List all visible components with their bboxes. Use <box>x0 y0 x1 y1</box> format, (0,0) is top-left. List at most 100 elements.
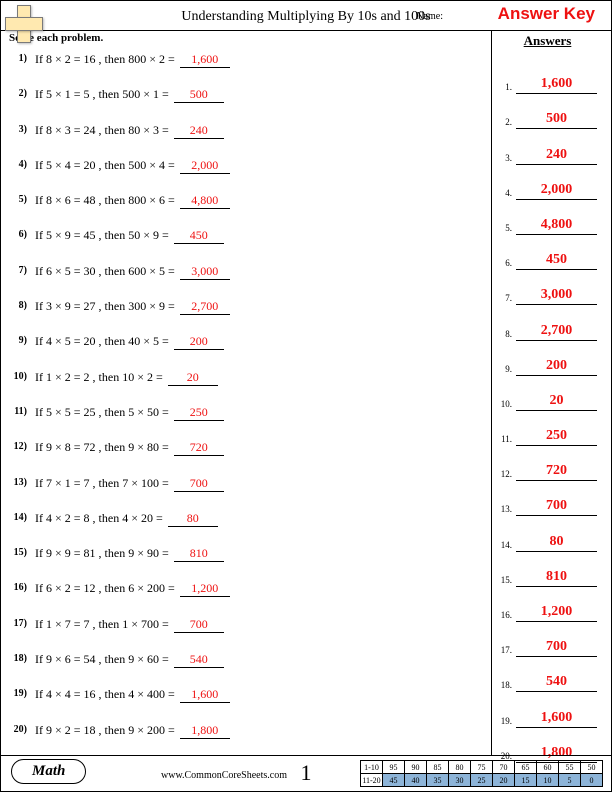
problem-number: 4) <box>9 157 29 170</box>
answer-number: 17. <box>496 645 512 655</box>
problem-answer-blank: 1,800 <box>180 723 230 739</box>
problem-number: 17) <box>9 616 29 629</box>
answer-number: 5. <box>496 223 512 233</box>
answer-value: 240 <box>516 147 597 165</box>
problem-answer-blank: 250 <box>174 405 224 421</box>
problem-answer-blank: 1,600 <box>180 52 230 68</box>
problem-answer-blank: 2,700 <box>180 299 230 315</box>
problem-row: 19)If 4 × 4 = 16 , then 4 × 400 = 1,600 <box>9 686 483 721</box>
problem-text: If 6 × 5 = 30 , then 600 × 5 = 3,000 <box>29 263 230 280</box>
answer-value: 3,000 <box>516 287 597 305</box>
answer-value: 80 <box>516 534 597 552</box>
problem-text: If 9 × 6 = 54 , then 9 × 60 = 540 <box>29 651 224 668</box>
score-row-label: 11-20 <box>361 774 383 787</box>
answer-value: 1,600 <box>516 76 597 94</box>
answer-number: 10. <box>496 399 512 409</box>
problem-number: 9) <box>9 333 29 346</box>
answer-row: 12. 720 <box>492 450 603 485</box>
problem-row: 8)If 3 × 9 = 27 , then 300 × 9 = 2,700 <box>9 298 483 333</box>
problem-text: If 8 × 3 = 24 , then 80 × 3 = 240 <box>29 122 224 139</box>
problem-text: If 5 × 4 = 20 , then 500 × 4 = 2,000 <box>29 157 230 174</box>
problem-text: If 6 × 2 = 12 , then 6 × 200 = 1,200 <box>29 580 230 597</box>
problem-number: 20) <box>9 722 29 735</box>
answer-row: 15. 810 <box>492 556 603 591</box>
problem-number: 16) <box>9 580 29 593</box>
plus-icon <box>5 5 41 41</box>
answer-number: 15. <box>496 575 512 585</box>
problem-text: If 9 × 8 = 72 , then 9 × 80 = 720 <box>29 439 224 456</box>
problem-number: 7) <box>9 263 29 276</box>
answers-heading: Answers <box>492 33 603 49</box>
answer-number: 14. <box>496 540 512 550</box>
answer-row: 18.540 <box>492 661 603 696</box>
answer-number: 19. <box>496 716 512 726</box>
problem-row: 15)If 9 × 9 = 81 , then 9 × 90 = 810 <box>9 545 483 580</box>
problem-text: If 8 × 2 = 16 , then 800 × 2 = 1,600 <box>29 51 230 68</box>
answer-row: 9.200 <box>492 345 603 380</box>
answer-value: 20 <box>516 393 597 411</box>
answer-value: 1,200 <box>516 604 597 622</box>
score-grid: 1-10 95 90 85 80 75 70 65 60 55 50 11-20… <box>360 760 603 787</box>
answer-number: 6. <box>496 258 512 268</box>
answer-row: 3.240 <box>492 133 603 168</box>
answer-row: 10.20 <box>492 380 603 415</box>
problem-text: If 5 × 1 = 5 , then 500 × 1 = 500 <box>29 86 224 103</box>
answer-number: 7. <box>496 293 512 303</box>
page-number: 1 <box>301 760 312 786</box>
problem-row: 9)If 4 × 5 = 20 , then 40 × 5 = 200 <box>9 333 483 368</box>
problem-number: 14) <box>9 510 29 523</box>
answer-row: 1.1,600 <box>492 63 603 98</box>
problem-row: 7)If 6 × 5 = 30 , then 600 × 5 = 3,000 <box>9 263 483 298</box>
answers-column: Answers 1.1,6002.5003.2404.2,0005.4,8006… <box>491 31 603 755</box>
problem-answer-blank: 3,000 <box>180 264 230 280</box>
problem-number: 6) <box>9 227 29 240</box>
problem-text: If 1 × 7 = 7 , then 1 × 700 = 700 <box>29 616 224 633</box>
answer-row: 19.1,600 <box>492 696 603 731</box>
problem-text: If 4 × 4 = 16 , then 4 × 400 = 1,600 <box>29 686 230 703</box>
problem-text: If 4 × 5 = 20 , then 40 × 5 = 200 <box>29 333 224 350</box>
problem-answer-blank: 540 <box>174 652 224 668</box>
problem-answer-blank: 500 <box>174 87 224 103</box>
answer-number: 8. <box>496 329 512 339</box>
problem-answer-blank: 200 <box>174 334 224 350</box>
answer-value: 450 <box>516 252 597 270</box>
answer-value: 810 <box>516 569 597 587</box>
problem-number: 3) <box>9 122 29 135</box>
problem-answer-blank: 450 <box>174 228 224 244</box>
problem-row: 12)If 9 × 8 = 72 , then 9 × 80 = 720 <box>9 439 483 474</box>
score-row-label: 1-10 <box>361 761 383 774</box>
problem-answer-blank: 4,800 <box>180 193 230 209</box>
problem-number: 1) <box>9 51 29 64</box>
answer-row: 7. 3,000 <box>492 274 603 309</box>
problem-number: 11) <box>9 404 29 417</box>
answer-number: 13. <box>496 504 512 514</box>
subject-pill: Math <box>11 759 86 784</box>
answer-number: 4. <box>496 188 512 198</box>
answer-number: 12. <box>496 469 512 479</box>
name-label: Name: <box>416 11 443 22</box>
problem-row: 5)If 8 × 6 = 48 , then 800 × 6 = 4,800 <box>9 192 483 227</box>
problem-row: 10)If 1 × 2 = 2 , then 10 × 2 = 20 <box>9 369 483 404</box>
problem-text: If 4 × 2 = 8 , then 4 × 20 = 80 <box>29 510 218 527</box>
answer-row: 6. 450 <box>492 239 603 274</box>
answer-key-label: Answer Key <box>498 4 595 24</box>
problem-answer-blank: 720 <box>174 440 224 456</box>
answer-value: 540 <box>516 674 597 692</box>
problem-text: If 9 × 2 = 18 , then 9 × 200 = 1,800 <box>29 722 230 739</box>
answer-row: 11.250 <box>492 415 603 450</box>
problem-answer-blank: 1,200 <box>180 581 230 597</box>
answer-value: 720 <box>516 463 597 481</box>
problem-text: If 1 × 2 = 2 , then 10 × 2 = 20 <box>29 369 218 386</box>
answer-value: 200 <box>516 358 597 376</box>
answer-value: 700 <box>516 639 597 657</box>
answer-value: 500 <box>516 111 597 129</box>
footer: Math www.CommonCoreSheets.com 1 1-10 95 … <box>1 755 611 791</box>
problem-number: 19) <box>9 686 29 699</box>
answer-number: 11. <box>496 434 512 444</box>
problem-answer-blank: 810 <box>174 546 224 562</box>
problem-row: 3)If 8 × 3 = 24 , then 80 × 3 = 240 <box>9 122 483 157</box>
problem-number: 10) <box>9 369 29 382</box>
problem-row: 14)If 4 × 2 = 8 , then 4 × 20 = 80 <box>9 510 483 545</box>
site-url: www.CommonCoreSheets.com <box>161 770 287 781</box>
problems-area: 1)If 8 × 2 = 16 , then 800 × 2 = 1,6002)… <box>9 51 483 755</box>
